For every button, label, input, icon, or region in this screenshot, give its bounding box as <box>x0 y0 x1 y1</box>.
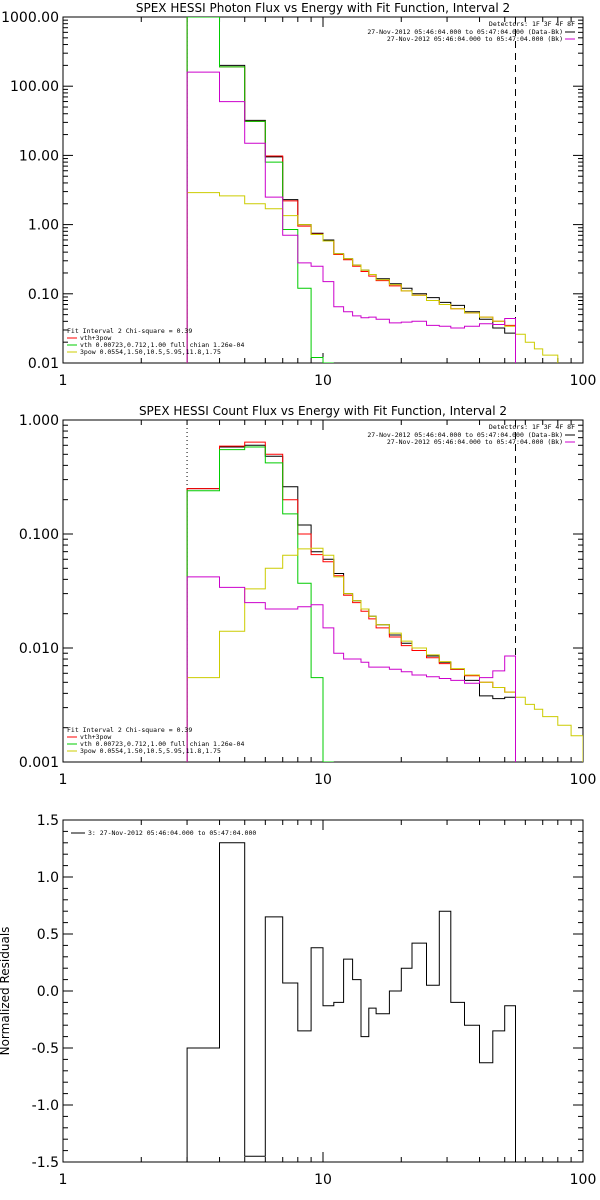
detectors-label: Detectors: 1F 3F 4F 8F <box>489 20 575 28</box>
y-tick-label: 100.00 <box>10 79 59 95</box>
x-tick-label: 1 <box>59 373 68 389</box>
chart-title: SPEX HESSI Count Flux vs Energy with Fit… <box>139 404 507 418</box>
series-0-histogram <box>186 444 516 762</box>
panel-2: SPEX HESSI Count Flux vs Energy with Fit… <box>19 404 596 788</box>
y-tick-label: 1.00 <box>28 218 59 234</box>
panel-1: SPEX HESSI Photon Flux vs Energy with Fi… <box>1 1 596 389</box>
y-tick-label: 0.10 <box>28 287 59 303</box>
legend-entry: 27-Nov-2012 05:46:04.000 to 05:47:04.000… <box>367 28 563 36</box>
legend-entry: vth 0.00723,0.712,1.00 full chian 1.26e-… <box>80 341 244 349</box>
y-tick-label: 1.5 <box>37 813 59 829</box>
y-tick-label: 1000.00 <box>1 10 59 26</box>
series-3-histogram <box>186 192 559 363</box>
x-tick-label: 100 <box>570 1172 597 1188</box>
legend-entry: 27-Nov-2012 05:46:04.000 to 05:47:04.000… <box>367 431 563 439</box>
x-tick-label: 1 <box>59 772 68 788</box>
legend-entry: 3pow 0.0554,1.50,10.5,5.95,11.8,1.75 <box>80 348 221 356</box>
y-tick-label: 10.00 <box>19 148 59 164</box>
y-tick-label: 0.100 <box>19 527 59 543</box>
x-tick-label: 100 <box>570 373 597 389</box>
legend-entry: vth+3pow <box>80 733 111 741</box>
y-tick-label: -1.0 <box>32 1098 59 1114</box>
chart-title: SPEX HESSI Photon Flux vs Energy with Fi… <box>136 1 510 15</box>
x-tick-label: 10 <box>314 1172 332 1188</box>
x-tick-label: 10 <box>314 772 332 788</box>
legend-entry: 27-Nov-2012 05:46:04.000 to 05:47:04.000… <box>387 35 563 43</box>
series-0-histogram <box>186 842 516 1162</box>
fit-header: Fit Interval 2 Chi-square = 0.39 <box>67 726 192 734</box>
series-2-histogram <box>186 446 334 762</box>
x-tick-label: 100 <box>570 772 597 788</box>
y-tick-label: 1.000 <box>19 413 59 429</box>
fit-header: Fit Interval 2 Chi-square = 0.39 <box>67 327 192 335</box>
y-tick-label: 0.001 <box>19 755 59 771</box>
panel-3: Normalized Residuals 1 10 100 1.5 1.0 0.5 0.0 -0… <box>0 813 596 1188</box>
legend-entry: vth+3pow <box>80 334 111 342</box>
legend-entry: 3: 27-Nov-2012 05:46:04.000 to 05:47:04.… <box>88 829 256 837</box>
legend-entry: vth 0.00723,0.712,1.00 full chian 1.26e-… <box>80 740 244 748</box>
y-tick-label: -1.5 <box>32 1155 59 1171</box>
y-tick-label: 0.01 <box>28 356 59 372</box>
series-4-histogram <box>186 576 516 762</box>
series-0-histogram <box>186 17 516 363</box>
x-tick-label: 10 <box>314 373 332 389</box>
legend-entry: 3pow 0.0554,1.50,10.5,5.95,11.8,1.75 <box>80 747 221 755</box>
y-tick-label: -0.5 <box>32 1041 59 1057</box>
y-axis-label: Normalized Residuals <box>0 927 12 1056</box>
series-1-histogram <box>186 441 516 762</box>
y-tick-label: 0.010 <box>19 641 59 657</box>
y-tick-label: 1.0 <box>37 870 59 886</box>
legend-entry: 27-Nov-2012 05:46:04.000 to 05:47:04.000… <box>387 438 563 446</box>
y-tick-label: 0.5 <box>37 927 59 943</box>
y-tick-label: 0.0 <box>37 984 59 1000</box>
series-4-histogram <box>186 71 516 363</box>
detectors-label: Detectors: 1F 3F 4F 8F <box>489 423 575 431</box>
x-tick-label: 1 <box>59 1172 68 1188</box>
series-3-histogram <box>186 547 583 762</box>
series-2-histogram <box>186 17 334 363</box>
plot-frame <box>62 16 584 364</box>
series-1-histogram <box>186 17 516 363</box>
